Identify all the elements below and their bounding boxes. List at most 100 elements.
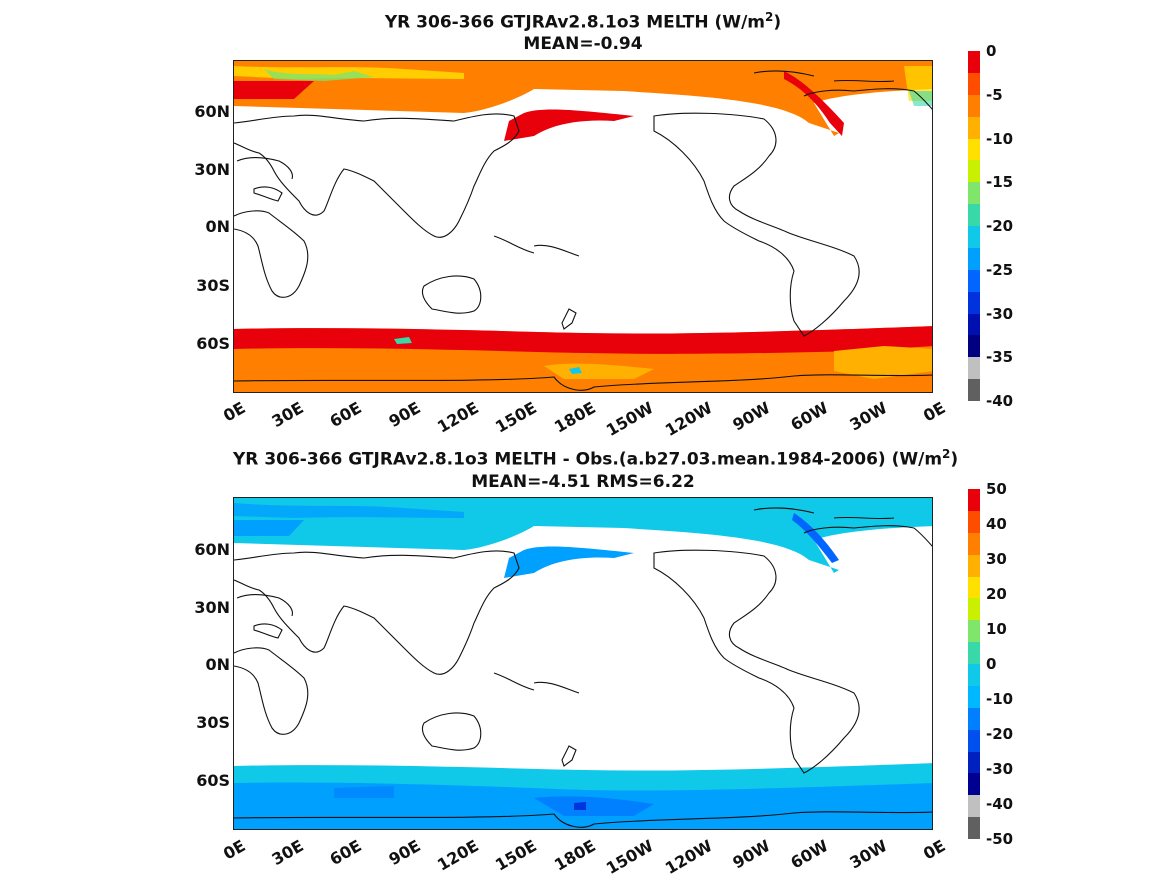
- panel2-title-text: YR 306-366 GTJRAv2.8.1o3 MELTH - Obs.(a.…: [233, 449, 943, 470]
- colorbar-segment: [968, 642, 980, 664]
- colorbar-label: -10: [986, 129, 1014, 148]
- panel1-title-sup: 2: [765, 10, 774, 24]
- colorbar-segment: [968, 729, 980, 752]
- colorbar-segment: [968, 291, 980, 314]
- panel2-lon-7: 150W: [603, 836, 657, 878]
- panel2-lon-9: 90W: [729, 836, 774, 873]
- colorbar-label: -30: [986, 304, 1014, 323]
- colorbar-segment: [968, 685, 980, 708]
- panel2-lat-0n: 0N: [205, 655, 230, 674]
- colorbar-segment: [968, 335, 980, 358]
- colorbar-segment: [968, 489, 980, 511]
- panel1-lon-5: 150E: [492, 398, 541, 437]
- colorbar-label: -10: [986, 690, 1014, 708]
- panel2-lat-30s: 30S: [196, 713, 230, 732]
- panel2-title: YR 306-366 GTJRAv2.8.1o3 MELTH - Obs.(a.…: [233, 443, 958, 471]
- colorbar-label: 20: [986, 585, 1007, 603]
- panel2-mean-rms: MEAN=-4.51 RMS=6.22: [471, 472, 695, 492]
- panel2-lat-60n: 60N: [194, 540, 230, 559]
- panel1-lat-0n: 0N: [205, 217, 230, 236]
- colorbar-segment: [968, 72, 980, 95]
- panel1-lat-30s: 30S: [196, 276, 230, 295]
- colorbar-segment: [968, 357, 980, 380]
- colorbar-segment: [968, 773, 980, 796]
- panel1-lon-12: 0E: [919, 398, 949, 426]
- panel1-lon-6: 180E: [550, 398, 599, 437]
- panel1-lon-3: 90E: [385, 398, 424, 432]
- colorbar-segment: [968, 269, 980, 292]
- colorbar-label: -30: [986, 760, 1014, 778]
- panel1-lon-2: 60E: [326, 398, 366, 432]
- panel2-lon-6: 180E: [550, 836, 599, 875]
- colorbar-label: -25: [986, 260, 1014, 279]
- colorbar-segment: [968, 116, 980, 139]
- panel1-lon-7: 150W: [603, 398, 657, 440]
- panel2-lat-60s: 60S: [196, 771, 230, 790]
- colorbar-segment: [968, 379, 980, 401]
- colorbar-segment: [968, 510, 980, 533]
- colorbar-segment: [968, 751, 980, 774]
- colorbar-label: -40: [986, 795, 1014, 813]
- colorbar-label: -35: [986, 348, 1014, 367]
- colorbar-segment: [968, 204, 980, 226]
- panel2-lon-11: 30W: [846, 836, 891, 873]
- panel1-mean: MEAN=-0.94: [523, 34, 643, 54]
- panel2-lon-10: 60W: [787, 836, 832, 873]
- colorbar-segment: [968, 707, 980, 730]
- colorbar-segment: [968, 51, 980, 73]
- panel1-title-end: ): [773, 12, 782, 33]
- panel2-colorbar: [968, 489, 980, 839]
- panel1-lon-1: 30E: [268, 398, 307, 432]
- colorbar-label: 10: [986, 620, 1007, 638]
- colorbar-label: -15: [986, 173, 1014, 192]
- panel2-map: [233, 497, 933, 830]
- colorbar-label: 0: [986, 655, 997, 673]
- panel1-lon-4: 120E: [433, 398, 482, 437]
- panel2-lon-5: 150E: [492, 836, 541, 875]
- panel2-lon-3: 90E: [385, 836, 424, 870]
- colorbar-label: -40: [986, 392, 1014, 410]
- colorbar-segment: [968, 313, 980, 336]
- panel1-title: YR 306-366 GTJRAv2.8.1o3 MELTH (W/m2): [233, 6, 933, 34]
- colorbar-segment: [968, 182, 980, 205]
- colorbar-segment: [968, 226, 980, 248]
- colorbar-segment: [968, 598, 980, 621]
- panel1-lat-30n: 30N: [194, 160, 230, 179]
- colorbar-label: 30: [986, 550, 1007, 568]
- panel1-lon-9: 90W: [729, 398, 774, 435]
- panel2-lat-30n: 30N: [194, 598, 230, 617]
- panel2-lon-1: 30E: [268, 836, 307, 870]
- panel2-coastlines: [234, 507, 932, 774]
- panel1-map: [233, 60, 933, 393]
- panel2-lon-0: 0E: [219, 836, 249, 864]
- panel1-colorbar: [968, 51, 980, 401]
- panel2-lon-8: 120W: [661, 836, 716, 878]
- colorbar-segment: [968, 160, 980, 183]
- colorbar-label: -20: [986, 217, 1014, 235]
- colorbar-segment: [968, 532, 980, 555]
- panel1-coastlines: [234, 70, 932, 337]
- panel1-lon-10: 60W: [787, 398, 832, 435]
- colorbar-segment: [968, 817, 980, 839]
- panel1-lon-0: 0E: [219, 398, 249, 426]
- panel1-arctic-band: [234, 61, 932, 136]
- colorbar-label: 40: [986, 515, 1007, 533]
- colorbar-segment: [968, 138, 980, 161]
- colorbar-segment: [968, 554, 980, 577]
- panel1-lat-60s: 60S: [196, 334, 230, 353]
- panel2-title-end: ): [950, 449, 959, 470]
- colorbar-label: -5: [986, 85, 1003, 104]
- colorbar-segment: [968, 94, 980, 117]
- panel2-lon-4: 120E: [433, 836, 482, 875]
- colorbar-label: 50: [986, 480, 1007, 498]
- colorbar-segment: [968, 620, 980, 643]
- panel1-lon-11: 30W: [846, 398, 891, 435]
- panel1-title-text: YR 306-366 GTJRAv2.8.1o3 MELTH (W/m: [384, 12, 765, 33]
- colorbar-segment: [968, 576, 980, 599]
- panel2-lon-2: 60E: [326, 836, 366, 870]
- panel1-lat-60n: 60N: [194, 102, 230, 121]
- colorbar-segment: [968, 795, 980, 818]
- colorbar-label: 0: [986, 42, 997, 60]
- panel1-lon-8: 120W: [661, 398, 716, 440]
- colorbar-label: -20: [986, 725, 1014, 743]
